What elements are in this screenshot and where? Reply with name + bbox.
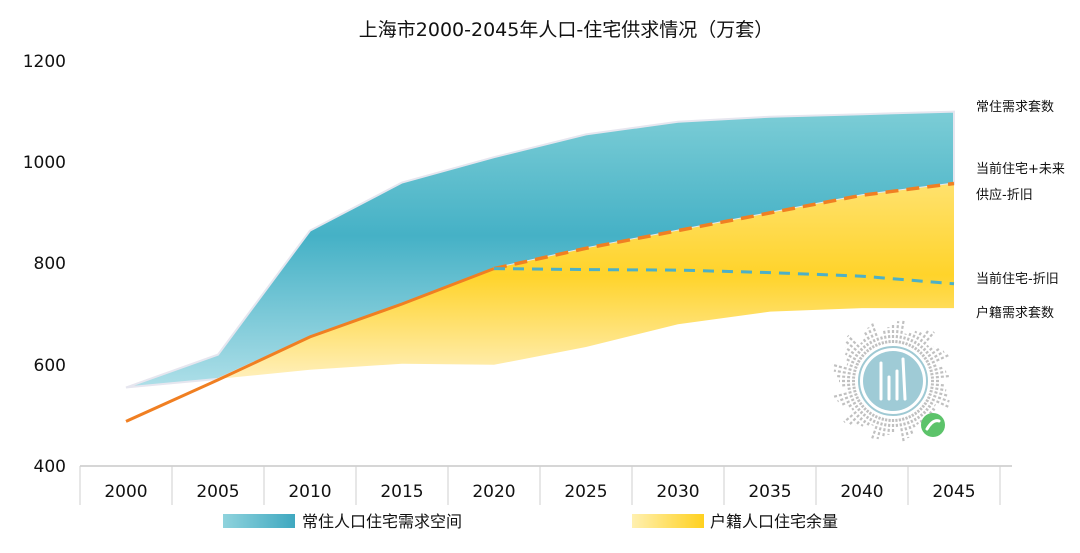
- qr-pattern: [923, 401, 937, 412]
- x-tick-label: 2040: [840, 482, 883, 502]
- qr-pattern: [901, 333, 907, 345]
- qr-pattern: [842, 383, 856, 387]
- qr-pattern: [844, 346, 863, 361]
- qr-pattern: [854, 409, 870, 427]
- qr-pattern: [871, 414, 878, 426]
- qr-pattern: [926, 396, 951, 409]
- qr-pattern: [846, 363, 858, 370]
- qr-pattern: [844, 352, 861, 363]
- qr-pattern: [928, 392, 950, 403]
- qr-pattern: [882, 418, 888, 438]
- qr-pattern: [864, 331, 875, 349]
- qr-pattern: [883, 330, 888, 344]
- qr-pattern: [926, 353, 950, 366]
- qr-pattern: [837, 392, 858, 403]
- qr-pattern: [870, 322, 882, 346]
- qr-pattern: [895, 321, 900, 344]
- qr-pattern: [861, 336, 873, 351]
- qr-pattern: [887, 327, 891, 344]
- qr-pattern: [919, 344, 930, 355]
- qr-pattern: [860, 341, 870, 353]
- qr-pattern: [928, 363, 939, 370]
- x-axis-ticks: [79, 466, 1001, 505]
- qr-pattern: [876, 417, 885, 440]
- label-resident-demand: 常住需求套数: [976, 99, 1054, 115]
- x-tick-label: 2015: [380, 482, 423, 502]
- legend-label-hukou: 户籍人口住宅余量: [710, 512, 838, 531]
- qr-pattern: [923, 347, 940, 361]
- x-tick-label: 2000: [104, 482, 147, 502]
- qr-pattern: [836, 374, 856, 379]
- qr-pattern: [831, 363, 857, 373]
- x-tick-label: 2005: [196, 482, 239, 502]
- label-future-supply-line1: 当前住宅+未来: [976, 161, 1065, 177]
- qr-pattern: [925, 399, 936, 407]
- qr-pattern: [866, 413, 875, 427]
- legend-swatch-hukou: [632, 514, 704, 528]
- y-tick-label: 1200: [23, 52, 66, 72]
- qr-pattern: [929, 389, 949, 397]
- qr-pattern: [841, 396, 860, 406]
- x-tick-label: 2030: [656, 482, 699, 502]
- qr-pattern: [911, 330, 923, 349]
- qr-pattern: [879, 334, 885, 345]
- label-future-supply-line2: 供应-折旧: [976, 187, 1033, 203]
- chart-title: 上海市2000-2045年人口-住宅供求情况（万套）: [359, 19, 773, 41]
- qr-pattern: [908, 330, 918, 348]
- qr-pattern: [925, 350, 945, 363]
- qr-pattern: [916, 331, 935, 353]
- qr-pattern: [833, 369, 856, 376]
- x-tick-label: 2035: [748, 482, 791, 502]
- x-tick-label: 2010: [288, 482, 331, 502]
- x-tick-label: 2025: [564, 482, 607, 502]
- y-tick-label: 400: [34, 457, 66, 477]
- legend-swatch-resident: [223, 514, 295, 528]
- x-tick-label: 2020: [472, 482, 515, 502]
- y-tick-label: 1000: [23, 153, 66, 173]
- y-tick-label: 600: [34, 356, 66, 376]
- hukou-surplus-area: [126, 183, 954, 388]
- qr-pattern: [913, 330, 929, 351]
- qr-pattern: [930, 374, 950, 379]
- qr-pattern: [895, 418, 899, 429]
- qr-code-watermark: [831, 318, 951, 443]
- qr-pattern: [846, 399, 861, 409]
- qr-pattern: [904, 331, 912, 346]
- qr-pattern: [929, 366, 943, 373]
- qr-pattern: [832, 389, 857, 399]
- qr-pattern: [898, 318, 905, 344]
- label-current-housing: 当前住宅-折旧: [976, 271, 1059, 287]
- qr-pattern: [887, 418, 891, 435]
- qr-pattern: [921, 404, 936, 418]
- qr-pattern: [921, 346, 935, 358]
- qr-pattern: [901, 417, 910, 439]
- qr-pattern: [846, 334, 867, 355]
- qr-pattern: [845, 386, 856, 391]
- y-tick-label: 800: [34, 254, 66, 274]
- qr-pattern: [849, 407, 867, 425]
- qr-pattern: [870, 416, 882, 441]
- qr-pattern: [911, 413, 919, 425]
- future-supply-line: [493, 181, 955, 271]
- qr-pattern: [930, 370, 947, 376]
- qr-pattern: [860, 411, 873, 427]
- qr-pattern: [904, 416, 914, 434]
- x-tick-label: 2045: [932, 482, 975, 502]
- qr-pattern: [845, 340, 865, 358]
- qr-pattern: [843, 404, 865, 423]
- qr-pattern: [898, 418, 905, 443]
- qr-pattern: [908, 414, 917, 430]
- current-housing-line: [493, 267, 955, 286]
- qr-pattern: [930, 386, 947, 392]
- housing-supply-line: [125, 267, 495, 423]
- legend-label-resident: 常住人口住宅需求空间: [302, 512, 462, 531]
- qr-pattern: [930, 383, 944, 387]
- qr-pattern: [845, 358, 860, 366]
- label-hukou-demand: 户籍需求套数: [976, 305, 1054, 321]
- qr-pattern: [867, 327, 878, 348]
- qr-pattern: [851, 401, 863, 411]
- x-axis-labels: 2000 2005 2010 2015 2020 2025 2030 2035 …: [104, 482, 975, 502]
